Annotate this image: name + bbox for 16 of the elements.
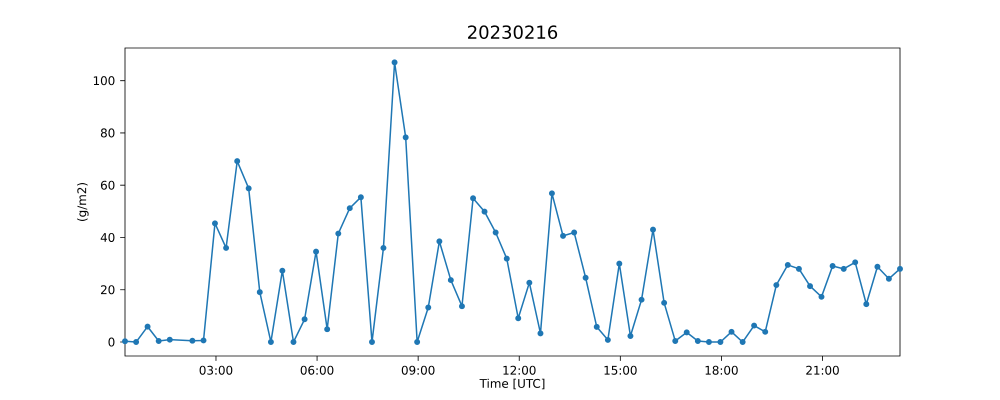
y-tick-label: 40 xyxy=(100,232,114,242)
x-tick-label: 09:00 xyxy=(402,366,434,375)
x-tick-label: 18:00 xyxy=(706,366,738,375)
y-axis-title: (g/m2) xyxy=(77,183,89,221)
y-tick-label: 20 xyxy=(100,285,114,294)
x-tick-label: 15:00 xyxy=(604,366,637,375)
y-tick-label: 100 xyxy=(94,76,114,86)
y-tick-label: 80 xyxy=(100,128,114,138)
x-axis-title: Time [UTC] xyxy=(480,378,544,390)
x-tick-label: 06:00 xyxy=(300,366,334,375)
x-tick-label: 12:00 xyxy=(503,366,536,375)
x-tick-label: 21:00 xyxy=(806,366,839,375)
chart-title: 20230216 xyxy=(468,25,558,39)
y-tick-label: 60 xyxy=(100,180,114,190)
y-tick-label: 0 xyxy=(108,338,114,347)
x-tick-label: 03:00 xyxy=(200,366,232,375)
